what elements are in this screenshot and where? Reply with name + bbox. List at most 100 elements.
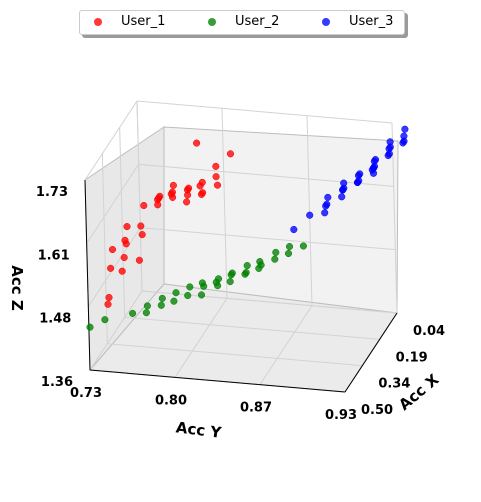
data-point-user-1 xyxy=(108,245,117,254)
axes-lines xyxy=(84,179,398,393)
legend-marker-user-1 xyxy=(94,18,102,26)
data-point-user-1 xyxy=(183,198,191,206)
data-point-user-3 xyxy=(339,186,347,194)
grid-line-z xyxy=(86,163,394,244)
data-point-user-2 xyxy=(214,275,223,283)
y-tick-label: 0.73 xyxy=(70,386,102,401)
data-point-user-3 xyxy=(321,209,329,217)
legend-marker-user-2 xyxy=(208,18,216,26)
y-tick-label: 0.80 xyxy=(155,393,187,408)
data-point-user-2 xyxy=(299,242,307,250)
data-point-user-2 xyxy=(157,301,165,309)
data-point-user-3 xyxy=(400,132,408,140)
data-point-user-3 xyxy=(368,166,376,174)
z-tick-label: 1.36 xyxy=(41,375,73,390)
data-point-user-3 xyxy=(306,211,314,219)
data-point-user-2 xyxy=(272,248,280,256)
data-point-user-2 xyxy=(129,309,137,317)
legend-marker-user-3 xyxy=(322,18,330,26)
data-point-user-2 xyxy=(285,243,294,251)
data-point-user-1 xyxy=(104,300,112,308)
data-point-user-2 xyxy=(226,278,234,286)
data-point-user-1 xyxy=(184,191,192,199)
data-point-user-2 xyxy=(101,316,109,324)
x-tick-label: 0.19 xyxy=(396,350,428,365)
data-point-user-3 xyxy=(386,138,394,146)
y-axis-line xyxy=(89,369,346,393)
z-tick-label: 1.48 xyxy=(39,312,71,327)
z-tick-label: 1.73 xyxy=(36,185,68,200)
data-point-user-1 xyxy=(199,189,207,197)
data-point-user-2 xyxy=(256,258,264,266)
data-point-user-1 xyxy=(118,267,126,275)
legend-item-user-1: User_1 xyxy=(94,14,165,30)
data-point-user-3 xyxy=(354,172,363,180)
data-point-user-3 xyxy=(370,157,378,165)
back-pane xyxy=(163,126,399,314)
data-point-user-1 xyxy=(154,201,162,209)
data-point-user-1 xyxy=(213,181,222,189)
data-point-user-2 xyxy=(86,323,94,331)
data-point-user-2 xyxy=(243,262,251,270)
data-point-user-3 xyxy=(399,139,407,147)
data-point-user-3 xyxy=(401,125,409,133)
data-point-user-2 xyxy=(241,270,249,278)
data-point-user-1 xyxy=(212,162,220,170)
data-point-user-3 xyxy=(338,193,346,201)
data-point-user-2 xyxy=(197,291,206,299)
data-point-user-2 xyxy=(143,302,151,310)
data-point-user-2 xyxy=(184,291,192,300)
data-point-user-1 xyxy=(140,201,148,210)
legend-label-user-3: User_3 xyxy=(349,14,394,29)
grid-line-z xyxy=(84,100,393,181)
x-tick-label: 0.50 xyxy=(361,403,393,418)
legend: User_1 User_2 User_3 xyxy=(79,10,405,35)
data-point-user-1 xyxy=(138,231,146,239)
data-point-user-3 xyxy=(353,178,362,187)
z-tick-label: 1.61 xyxy=(38,248,70,263)
data-point-user-2 xyxy=(198,279,206,287)
legend-label-user-2: User_2 xyxy=(235,14,280,29)
x-tick-label: 0.04 xyxy=(413,324,445,339)
data-point-user-2 xyxy=(271,255,279,263)
data-point-user-3 xyxy=(323,200,331,208)
z-axis-line xyxy=(84,179,91,371)
data-point-user-1 xyxy=(212,173,220,181)
data-point-user-1 xyxy=(156,192,164,200)
data-point-user-1 xyxy=(121,236,129,244)
legend-label-user-1: User_1 xyxy=(121,14,166,29)
legend-item-user-2: User_2 xyxy=(208,14,279,30)
z-axis-label: Acc Z xyxy=(8,265,26,311)
data-point-user-1 xyxy=(185,184,193,192)
x-axis-line xyxy=(344,312,398,393)
data-point-user-1 xyxy=(105,293,113,302)
data-point-user-1 xyxy=(135,256,143,264)
data-point-user-3 xyxy=(385,145,393,153)
data-point-user-3 xyxy=(340,179,348,187)
data-point-user-3 xyxy=(324,193,332,201)
grid-line-z xyxy=(89,290,398,371)
data-point-user-1 xyxy=(123,223,131,231)
data-point-user-1 xyxy=(107,264,115,272)
data-point-user-1 xyxy=(137,222,145,230)
y-tick-label: 0.87 xyxy=(240,401,272,416)
data-point-user-2 xyxy=(158,294,166,302)
tick-labels: 0.73 0.80 0.87 0.93 0.04 0.19 0.34 0.50 1.36 1.48… xyxy=(36,185,445,423)
y-axis-label: Acc Y xyxy=(175,418,223,442)
data-point-user-1 xyxy=(169,181,177,189)
legend-item-user-3: User_3 xyxy=(322,14,393,30)
data-points xyxy=(86,125,409,331)
data-point-user-2 xyxy=(172,289,180,297)
y-tick-label: 0.93 xyxy=(325,408,357,423)
data-point-user-1 xyxy=(193,139,201,147)
data-point-user-2 xyxy=(284,249,293,258)
data-point-user-3 xyxy=(290,225,298,234)
data-point-user-1 xyxy=(226,150,235,158)
data-point-user-1 xyxy=(120,253,128,262)
data-point-user-1 xyxy=(198,178,206,186)
data-point-user-2 xyxy=(227,271,235,279)
x-tick-label: 0.34 xyxy=(378,377,410,392)
data-point-user-2 xyxy=(170,297,178,305)
